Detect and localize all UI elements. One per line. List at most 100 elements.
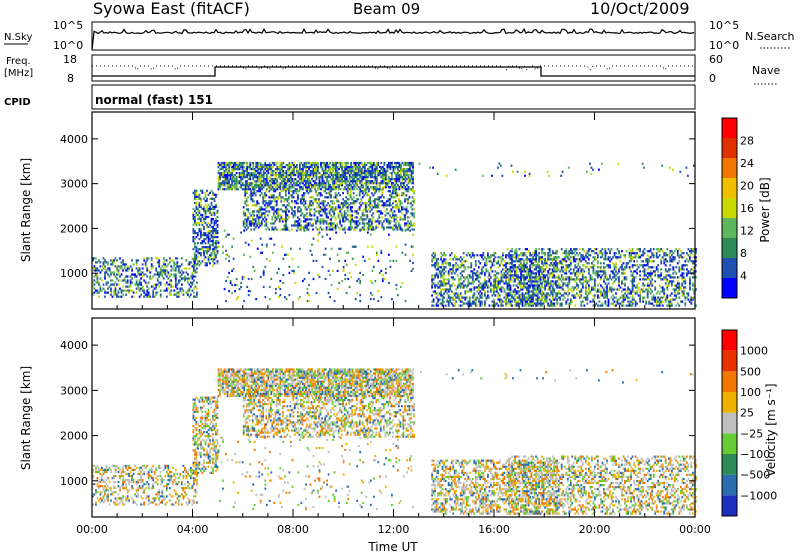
data-cell <box>363 174 366 177</box>
data-cell <box>251 192 254 195</box>
data-cell <box>407 170 410 173</box>
data-cell <box>363 163 366 167</box>
data-cell <box>364 192 367 195</box>
data-cell <box>515 296 518 299</box>
data-cell <box>497 294 500 297</box>
data-cell <box>366 168 369 171</box>
data-cell <box>300 178 303 181</box>
data-cell <box>468 288 471 291</box>
data-cell <box>520 284 522 287</box>
data-cell <box>359 281 362 285</box>
data-cell <box>322 190 325 193</box>
data-cell <box>194 197 196 200</box>
data-cell <box>330 174 333 177</box>
data-cell <box>318 220 320 223</box>
data-cell <box>243 184 246 187</box>
data-cell <box>538 258 540 261</box>
data-cell <box>356 161 359 165</box>
data-cell <box>559 298 562 301</box>
data-cell <box>411 208 414 211</box>
data-cell <box>270 182 273 185</box>
data-cell <box>365 178 368 181</box>
data-cell <box>241 168 244 171</box>
data-cell <box>281 220 284 223</box>
data-cell <box>247 216 250 219</box>
data-cell <box>307 204 310 207</box>
data-cell <box>336 172 339 175</box>
data-cell <box>267 172 270 175</box>
data-cell <box>529 294 531 297</box>
data-cell <box>252 172 255 175</box>
data-cell <box>334 192 337 195</box>
data-cell <box>572 272 575 275</box>
data-cell <box>453 264 456 267</box>
data-cell <box>116 293 118 296</box>
data-cell <box>96 279 99 282</box>
data-cell <box>93 287 96 290</box>
data-cell <box>249 255 252 258</box>
data-cell <box>407 224 409 227</box>
data-cell <box>524 300 527 303</box>
data-cell <box>164 273 167 276</box>
data-cell <box>548 302 551 305</box>
data-cell <box>554 266 557 269</box>
data-cell <box>398 178 401 181</box>
data-cell <box>491 284 494 287</box>
data-cell <box>453 292 456 295</box>
data-cell <box>509 256 512 259</box>
data-cell <box>542 270 545 273</box>
data-cell <box>279 166 282 169</box>
data-cell <box>343 226 346 229</box>
data-cell <box>194 217 196 221</box>
data-cell <box>210 258 213 261</box>
data-cell <box>406 168 408 171</box>
data-cell <box>369 233 372 236</box>
data-cell <box>383 161 386 165</box>
data-cell <box>386 184 389 187</box>
data-cell <box>219 178 221 181</box>
data-cell <box>499 300 501 303</box>
data-cell <box>324 166 327 169</box>
data-cell <box>572 256 575 259</box>
data-cell <box>317 239 319 242</box>
data-cell <box>372 298 375 301</box>
data-cell <box>548 288 551 291</box>
data-cell <box>447 270 450 273</box>
data-cell <box>402 206 405 209</box>
data-cell <box>310 214 313 217</box>
data-cell <box>303 277 306 281</box>
data-cell <box>244 214 247 217</box>
data-cell <box>170 293 173 296</box>
data-cell <box>273 182 276 185</box>
data-cell <box>467 282 470 285</box>
data-cell <box>470 282 473 285</box>
data-cell <box>441 294 444 297</box>
data-cell <box>125 275 127 278</box>
data-cell <box>533 252 536 255</box>
data-cell <box>412 261 414 264</box>
data-cell <box>204 232 207 235</box>
data-cell <box>328 192 331 195</box>
data-cell <box>389 220 391 223</box>
data-cell <box>298 190 301 193</box>
data-cell <box>521 282 524 285</box>
data-cell <box>369 161 372 165</box>
data-cell <box>355 216 358 219</box>
data-cell <box>467 300 470 303</box>
data-cell <box>344 259 347 262</box>
data-cell <box>303 204 305 207</box>
data-cell <box>285 210 287 213</box>
data-cell <box>271 180 274 183</box>
data-cell <box>458 294 461 297</box>
data-cell <box>322 204 325 207</box>
data-cell <box>381 168 384 171</box>
data-cell <box>177 267 180 270</box>
data-cell <box>291 224 293 227</box>
data-cell <box>268 285 271 289</box>
data-cell <box>320 161 322 165</box>
data-cell <box>348 228 351 231</box>
data-cell <box>306 180 309 183</box>
data-cell <box>381 192 384 195</box>
data-cell <box>375 204 378 207</box>
data-cell <box>197 248 199 251</box>
